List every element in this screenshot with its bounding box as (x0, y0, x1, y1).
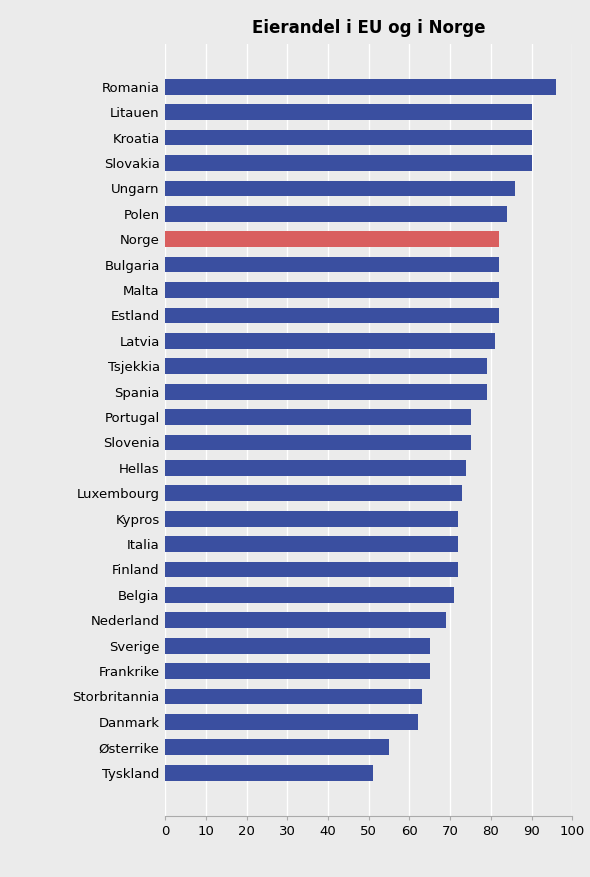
Bar (165, 765, 373, 781)
Bar (165, 155, 532, 171)
Bar (165, 359, 487, 374)
Bar (165, 485, 463, 501)
Title: Eierandel i EU og i Norge: Eierandel i EU og i Norge (252, 18, 486, 37)
Bar (165, 206, 507, 222)
Bar (165, 79, 556, 95)
Bar (165, 333, 495, 349)
Bar (165, 257, 499, 273)
Bar (165, 688, 422, 704)
Bar (165, 410, 471, 424)
Bar (165, 663, 430, 679)
Bar (165, 130, 532, 146)
Bar (165, 612, 446, 628)
Bar (165, 638, 430, 653)
Bar (165, 435, 471, 450)
Bar (165, 714, 418, 730)
Bar (165, 384, 487, 400)
Bar (165, 308, 499, 324)
Bar (165, 561, 458, 577)
Bar (165, 536, 458, 552)
Bar (165, 739, 389, 755)
Bar (165, 232, 499, 247)
Bar (165, 181, 515, 196)
Bar (165, 587, 454, 602)
Bar (165, 510, 458, 526)
Bar (165, 104, 532, 120)
Bar (165, 282, 499, 298)
Bar (165, 460, 467, 475)
